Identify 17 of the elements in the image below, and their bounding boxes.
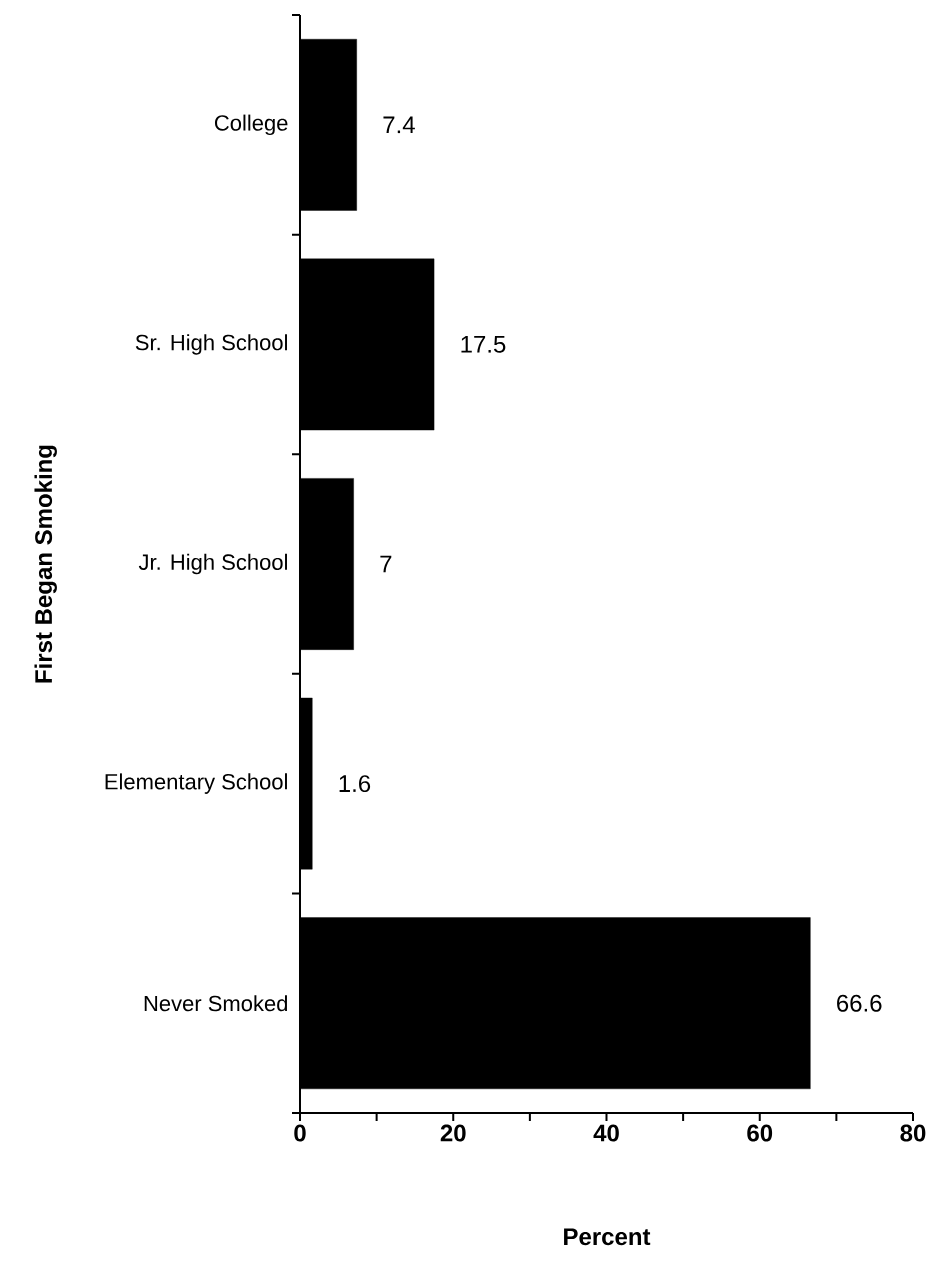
x-axis-title: Percent	[564, 1228, 651, 1246]
data-label: 7	[380, 555, 392, 573]
data-label: 17.5	[461, 336, 506, 353]
data-label: 66.6	[837, 994, 882, 1012]
y-tick-label: Never Smoked	[144, 995, 288, 1012]
y-tick-label: Sr. High School	[135, 334, 287, 355]
data-label: 7.4	[383, 116, 415, 134]
data-label: 1.6	[339, 775, 371, 793]
y-tick-label: Jr. High School	[138, 553, 287, 575]
x-tick-label: 20	[440, 1124, 466, 1142]
y-tick-label: College	[214, 114, 288, 136]
y-tick-label: Elementary School	[105, 773, 287, 794]
x-tick-label: 60	[747, 1124, 773, 1142]
x-tick-label: 80	[900, 1124, 926, 1142]
y-axis-title: First Began Smoking	[34, 445, 57, 683]
x-tick-label: 0	[294, 1124, 306, 1142]
x-tick-label: 40	[593, 1124, 619, 1142]
